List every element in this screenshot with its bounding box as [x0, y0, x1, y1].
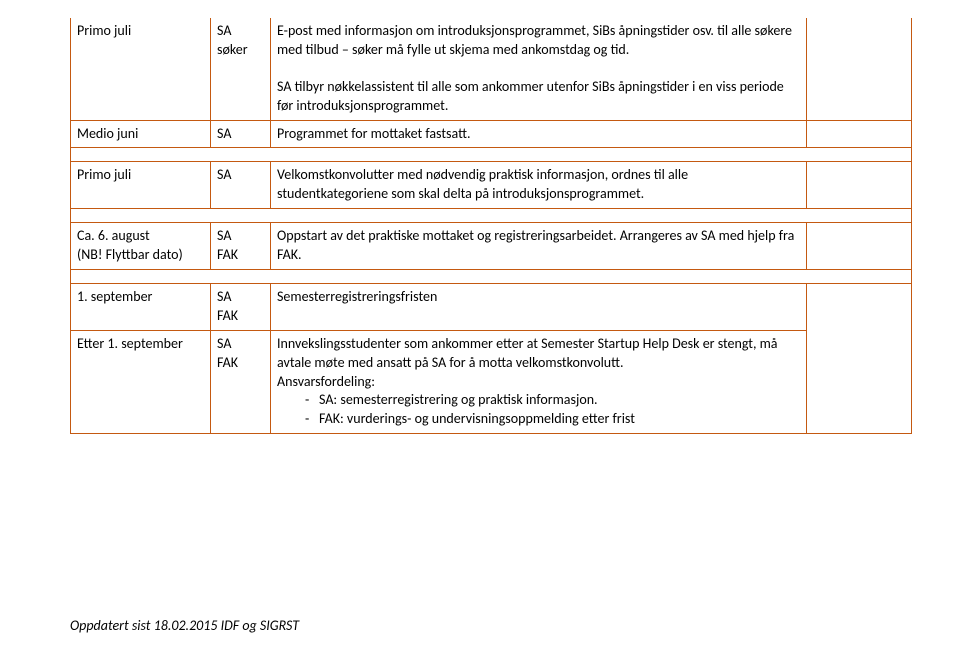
table-row — [71, 148, 912, 162]
bullet-list: SA: semesterregistrering og praktisk inf… — [277, 391, 800, 429]
cell-time: Ca. 6. august (NB! Flyttbar dato) — [71, 223, 211, 270]
cell-note — [807, 284, 912, 434]
cell-time: 1. september — [71, 284, 211, 331]
text: Semesterregistreringsfristen — [277, 288, 437, 305]
cell-desc: Semesterregistreringsfristen — [271, 284, 807, 331]
cell-desc: Oppstart av det praktiske mottaket og re… — [271, 223, 807, 270]
text: SA søker — [217, 22, 248, 58]
text: Oppstart av det praktiske mottaket og re… — [277, 227, 794, 263]
cell-resp: SA — [211, 162, 271, 209]
cell-note — [807, 162, 912, 209]
cell-time: Primo juli — [71, 18, 211, 120]
text: Ansvarsfordeling: — [277, 373, 375, 390]
document-page: Primo juli SA søker E-post med informasj… — [0, 0, 960, 652]
cell-time: Etter 1. september — [71, 330, 211, 433]
text: SA FAK — [217, 288, 238, 324]
cell-time: Primo juli — [71, 162, 211, 209]
table-row: Medio juni SA Programmet for mottaket fa… — [71, 120, 912, 148]
cell-resp: SA — [211, 120, 271, 148]
text: Oppdatert sist 18.02.2015 IDF og SIGRST — [70, 617, 299, 634]
text: Medio juni — [77, 125, 138, 142]
cell-desc: E-post med informasjon om introduksjonsp… — [271, 18, 807, 64]
text: SA: semesterregistrering og praktisk inf… — [319, 391, 598, 408]
text: E-post med informasjon om introduksjonsp… — [277, 22, 792, 58]
cell-note — [807, 120, 912, 148]
cell-spacer — [71, 209, 912, 223]
text: Programmet for mottaket fastsatt. — [277, 125, 471, 142]
table-row: Primo juli SA søker E-post med informasj… — [71, 18, 912, 64]
cell-resp: SA FAK — [211, 284, 271, 331]
cell-time: Medio juni — [71, 120, 211, 148]
list-item: FAK: vurderings- og undervisningsoppmeld… — [305, 410, 800, 429]
text: FAK: vurderings- og undervisningsoppmeld… — [319, 410, 635, 427]
text: Ca. 6. august (NB! Flyttbar dato) — [77, 227, 183, 263]
text: Primo juli — [77, 22, 131, 39]
text: SA — [217, 166, 231, 183]
table-row: Ca. 6. august (NB! Flyttbar dato) SA FAK… — [71, 223, 912, 270]
cell-resp: SA FAK — [211, 223, 271, 270]
text: SA FAK — [217, 227, 238, 263]
cell-resp: SA FAK — [211, 330, 271, 433]
text: SA FAK — [217, 335, 238, 371]
table-row — [71, 209, 912, 223]
text: Velkomstkonvolutter med nødvendig prakti… — [277, 166, 688, 202]
text: Innvekslingsstudenter som ankommer etter… — [277, 335, 778, 371]
table-row: Primo juli SA Velkomstkonvolutter med nø… — [71, 162, 912, 209]
cell-desc: Velkomstkonvolutter med nødvendig prakti… — [271, 162, 807, 209]
text: SA — [217, 125, 231, 142]
cell-note — [807, 18, 912, 120]
cell-desc: SA tilbyr nøkkelassistent til alle som a… — [271, 64, 807, 120]
cell-spacer — [71, 148, 912, 162]
cell-desc: Programmet for mottaket fastsatt. — [271, 120, 807, 148]
cell-note — [807, 223, 912, 270]
table-row — [71, 270, 912, 284]
cell-spacer — [71, 270, 912, 284]
list-item: SA: semesterregistrering og praktisk inf… — [305, 391, 800, 410]
text: Etter 1. september — [77, 335, 183, 352]
table-row: Etter 1. september SA FAK Innvekslingsst… — [71, 330, 912, 433]
text: 1. september — [77, 288, 152, 305]
footer-text: Oppdatert sist 18.02.2015 IDF og SIGRST — [70, 617, 299, 634]
cell-desc: Innvekslingsstudenter som ankommer etter… — [271, 330, 807, 433]
cell-resp: SA søker — [211, 18, 271, 120]
text: SA tilbyr nøkkelassistent til alle som a… — [277, 78, 784, 114]
table-row: 1. september SA FAK Semesterregistrering… — [71, 284, 912, 331]
text: Primo juli — [77, 166, 131, 183]
schedule-table: Primo juli SA søker E-post med informasj… — [70, 18, 912, 434]
